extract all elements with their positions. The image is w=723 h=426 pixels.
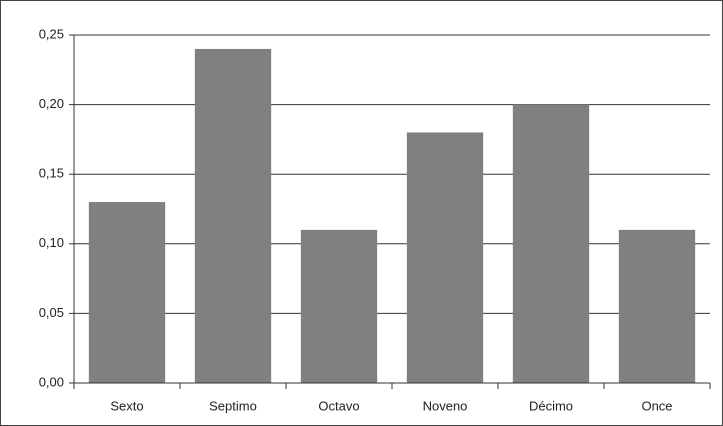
y-tick-label: 0,05 <box>39 305 64 320</box>
x-tick-label: Octavo <box>318 398 359 413</box>
x-tick-label: Septimo <box>209 398 257 413</box>
bar <box>88 202 166 383</box>
bar <box>512 104 590 383</box>
bar <box>406 132 484 383</box>
y-tick-label: 0,25 <box>39 26 64 41</box>
x-tick-label: Décimo <box>529 398 573 413</box>
bar <box>194 48 272 384</box>
x-tick-label: Sexto <box>110 398 143 413</box>
x-tick-label: Once <box>641 398 672 413</box>
y-tick-label: 0,20 <box>39 96 64 111</box>
bar <box>618 229 696 383</box>
y-tick-label: 0,10 <box>39 235 64 250</box>
bar <box>300 229 378 383</box>
y-tick-label: 0,15 <box>39 166 64 181</box>
y-tick-label: 0,00 <box>39 374 64 389</box>
x-tick-label: Noveno <box>423 398 468 413</box>
